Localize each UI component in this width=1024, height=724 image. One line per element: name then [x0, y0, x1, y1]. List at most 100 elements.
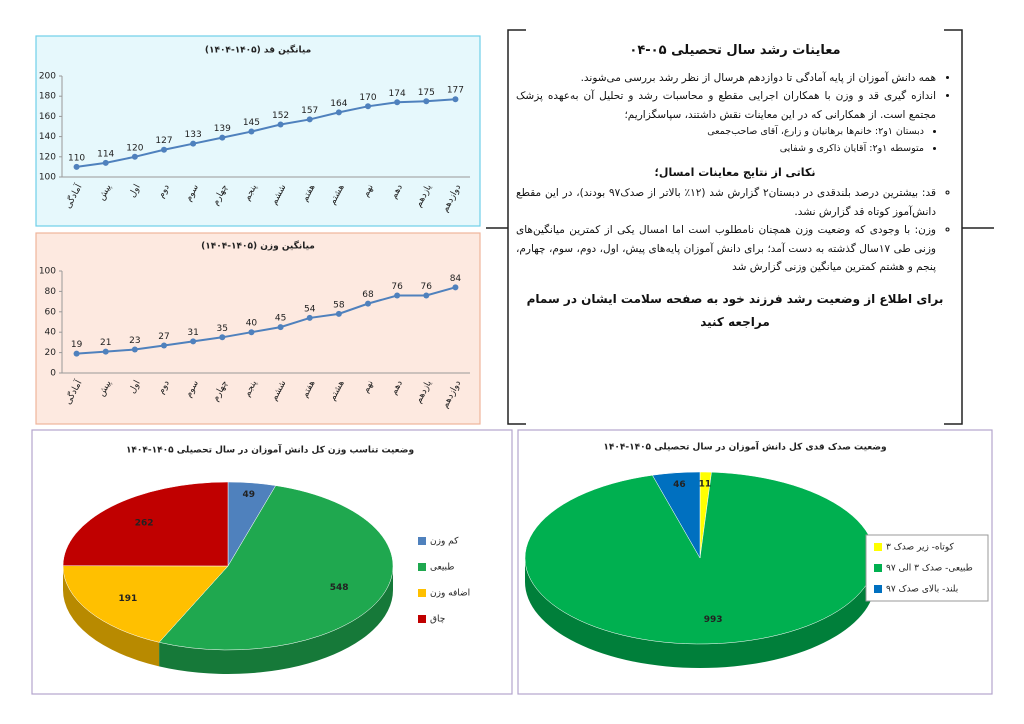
point	[277, 121, 284, 128]
legend-swatch	[418, 563, 426, 571]
legend-swatch	[874, 564, 882, 572]
legend-swatch	[418, 615, 426, 623]
point	[365, 300, 371, 307]
value-label: 84	[450, 274, 462, 284]
slice-side	[525, 558, 875, 668]
value-label: 993	[704, 615, 723, 625]
chart-panel	[35, 232, 481, 425]
point	[102, 159, 109, 166]
point	[131, 346, 138, 353]
slice-side	[63, 566, 160, 667]
bullet: همه دانش آموزان از پایه آمادگی تا دوازده…	[516, 69, 936, 87]
point	[161, 342, 167, 349]
y-tick-label: 140	[39, 132, 56, 142]
point	[277, 324, 284, 331]
legend-swatch	[874, 543, 882, 551]
value-label: 45	[275, 314, 286, 324]
sub-bullet-list: دبستان ۱و۲: خانم‌ها برهانیان و زارع، آقا…	[516, 124, 954, 157]
value-label: 23	[129, 336, 140, 346]
point	[306, 116, 313, 123]
y-tick-label: 80	[45, 287, 57, 297]
point	[423, 98, 430, 105]
value-label: 174	[389, 89, 406, 99]
value-label: 114	[97, 149, 114, 159]
value-label: 46	[673, 480, 686, 490]
slice	[652, 471, 701, 559]
value-label: 170	[359, 93, 376, 103]
note: وزن: با وجودی که وضعیت وزن همچنان نامطلو…	[516, 221, 936, 276]
y-tick-label: 160	[39, 112, 56, 122]
point	[335, 310, 342, 317]
point	[248, 329, 255, 336]
value-label: 157	[301, 106, 318, 116]
legend-label: طبیعی	[430, 563, 454, 573]
bracket-right	[944, 29, 963, 425]
bracket	[486, 29, 994, 425]
chart-title: میانگین قد (۱۴۰۵-۱۴۰۴)	[205, 44, 311, 56]
y-tick-label: 0	[50, 369, 56, 379]
slice	[62, 481, 229, 567]
value-label: 127	[155, 136, 172, 146]
point	[219, 334, 226, 341]
point	[248, 128, 255, 135]
point	[190, 140, 197, 147]
value-label: 11	[699, 480, 712, 490]
point	[452, 284, 459, 291]
chart-title: وضعیت تناسب وزن کل دانش آموزان در سال تح…	[126, 444, 414, 456]
value-label: 76	[421, 282, 433, 292]
value-label: 54	[304, 304, 316, 314]
value-label: 152	[272, 111, 289, 121]
bullet: اندازه گیری قد و وزن با همکاران اجرایی م…	[516, 87, 936, 124]
value-label: 35	[217, 324, 228, 334]
value-label: 110	[68, 153, 85, 163]
value-label: 40	[246, 319, 258, 329]
point	[131, 153, 138, 160]
point	[365, 103, 371, 110]
value-label: 175	[418, 88, 435, 98]
value-label: 49	[242, 490, 255, 500]
value-label: 68	[362, 290, 374, 300]
value-label: 76	[391, 282, 403, 292]
point	[335, 109, 342, 116]
value-label: 27	[158, 332, 169, 342]
point	[452, 96, 459, 103]
footer: برای اطلاع از وضعیت رشد فرزند خود به صفح…	[526, 292, 944, 330]
line	[76, 98, 456, 168]
point	[306, 314, 313, 321]
slice-side	[159, 566, 393, 675]
point	[394, 99, 401, 106]
legend-label: طبیعی- صدک ۳ الی ۹۷	[886, 563, 973, 574]
point	[423, 292, 430, 299]
point	[161, 146, 167, 153]
y-tick-label: 100	[39, 267, 56, 277]
chart-title: میانگین وزن (۱۴۰۵-۱۴۰۴)	[201, 240, 315, 252]
value-label: 164	[330, 99, 347, 109]
y-tick-label: 40	[45, 328, 57, 338]
notes-title: نکاتی از نتایج معاینات امسال؛	[654, 166, 816, 180]
y-tick-label: 180	[39, 92, 56, 102]
legend-swatch	[874, 585, 882, 593]
bracket-left	[507, 29, 526, 425]
note: قد: بیشترین درصد بلندقدی در دبستان۲ گزار…	[516, 184, 936, 221]
line	[76, 286, 456, 355]
point	[219, 134, 226, 141]
value-label: 548	[330, 583, 349, 593]
value-label: 31	[187, 328, 198, 338]
point	[394, 292, 401, 299]
value-label: 21	[100, 338, 111, 348]
slice	[158, 485, 394, 651]
legend-label: چاق	[430, 615, 445, 625]
point	[73, 350, 80, 357]
value-label: 262	[135, 519, 154, 529]
value-label: 177	[447, 86, 464, 96]
notes-list: قد: بیشترین درصد بلندقدی در دبستان۲ گزار…	[516, 184, 954, 276]
y-tick-label: 60	[45, 307, 57, 317]
legend-label: کم وزن	[430, 537, 459, 547]
legend-box	[865, 534, 989, 602]
chart-title: وضعیت صدک قدی کل دانش آموزان در سال تحصی…	[603, 441, 886, 453]
chart-panel	[35, 35, 481, 227]
legend-label: کوتاه- زیر صدک ۳	[886, 542, 955, 553]
value-label: 19	[71, 340, 83, 350]
value-label: 120	[126, 143, 143, 153]
slice	[62, 565, 229, 643]
